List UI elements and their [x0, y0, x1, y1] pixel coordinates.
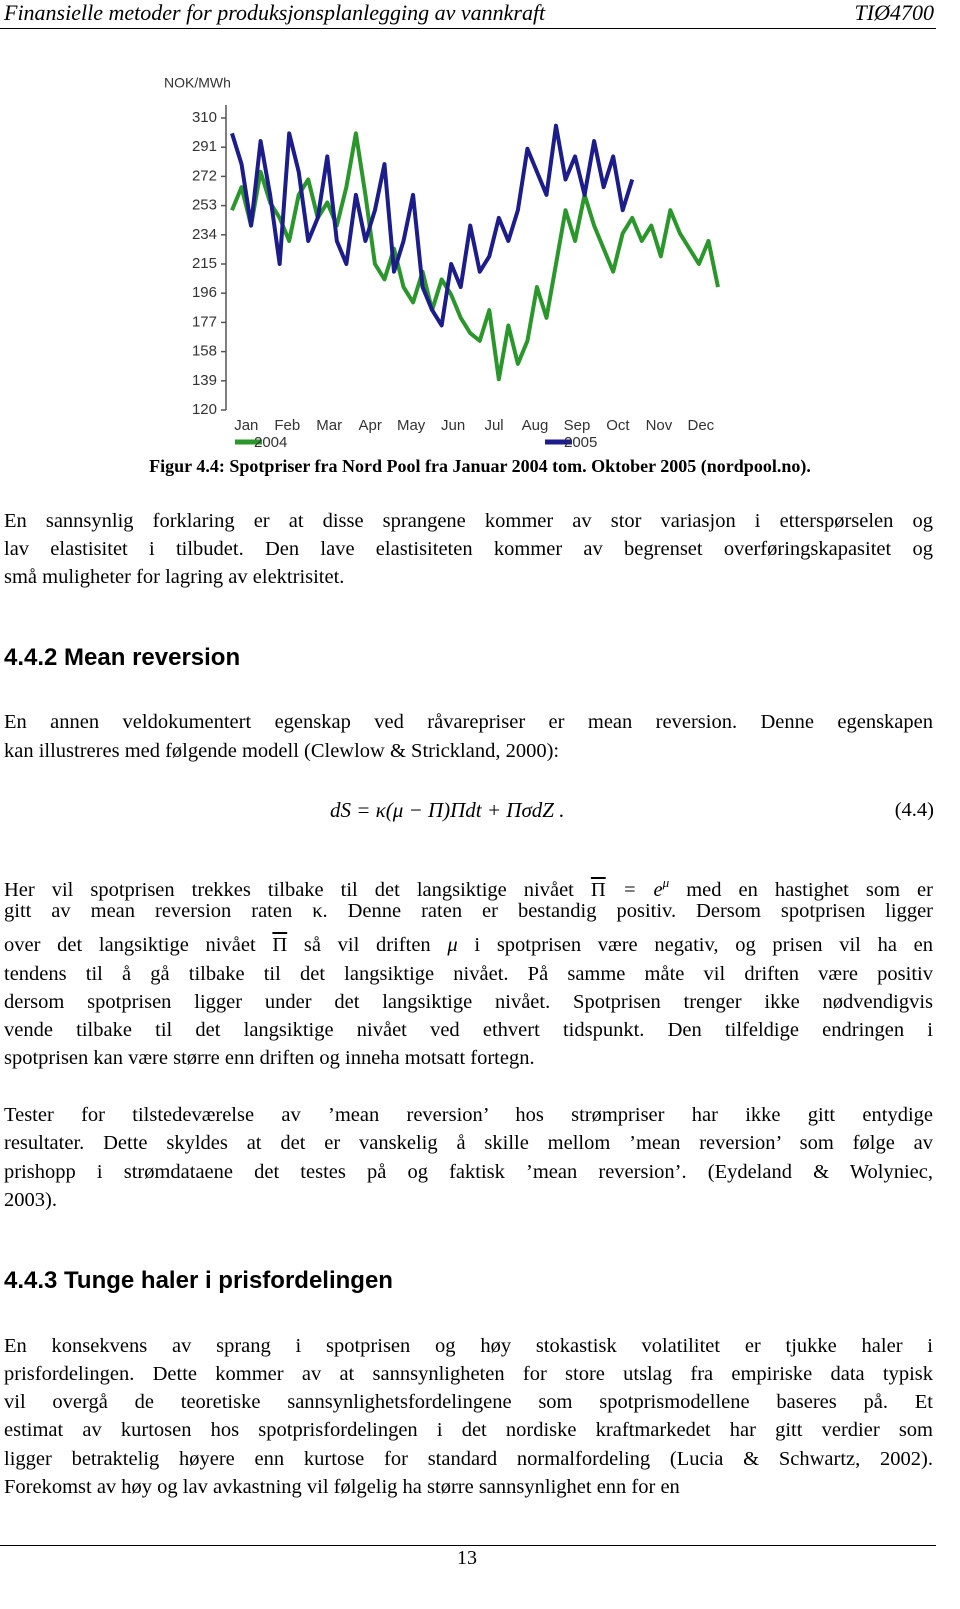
x-tick-label: Jan — [234, 417, 258, 434]
text-line: 2003). — [4, 1189, 57, 1211]
text-line: Her vil spotprisen trekkes tilbake til d… — [4, 871, 933, 902]
text-line: Tester for tilstedeværelse av ’mean reve… — [4, 1104, 933, 1126]
text-line: kan illustreres med følgende modell (Cle… — [4, 740, 560, 762]
text-segment: = e — [605, 879, 663, 901]
text-line: gitt av mean reversion raten κ. Denne ra… — [4, 900, 933, 922]
y-tick-label: 139 — [192, 372, 217, 389]
x-tick-label: Dec — [688, 417, 715, 434]
text-line: vende tilbake til det langsiktige nivået… — [4, 1019, 933, 1041]
text-line: En annen veldokumentert egenskap ved råv… — [4, 711, 933, 733]
section-heading: 4.4.2 Mean reversion — [4, 644, 241, 671]
text-line: resultater. Dette skyldes at det er vans… — [4, 1132, 933, 1154]
text-line: prisfordelingen. Dette kommer av at sann… — [4, 1363, 933, 1385]
text-line: tendens til å gå tilbake til det langsik… — [4, 963, 933, 985]
x-tick-label: Jul — [484, 417, 503, 434]
text-line: ligger betraktelig høyere enn kurtose fo… — [4, 1448, 933, 1470]
text-segment: Π — [590, 879, 606, 901]
text-line: spotprisen kan være større enn driften o… — [4, 1047, 535, 1069]
y-tick-label: 177 — [192, 313, 217, 330]
header-rule — [0, 28, 936, 29]
legend-label: 2005 — [564, 434, 597, 451]
text-segment: Π — [272, 934, 288, 956]
figure-caption: Figur 4.4: Spotpriser fra Nord Pool fra … — [149, 456, 811, 476]
equation-number: (4.4) — [894, 799, 934, 821]
x-tick-label: Nov — [646, 417, 673, 434]
series-line — [230, 123, 635, 328]
y-tick-label: 253 — [192, 197, 217, 214]
text-line: små muligheter for lagring av elektrisit… — [4, 566, 345, 588]
text-line: lav elastisitet i tilbudet. Den lave ela… — [4, 538, 933, 560]
y-tick-label: 310 — [192, 109, 217, 126]
y-axis-title: NOK/MWh — [164, 75, 231, 91]
x-tick-label: Oct — [606, 417, 630, 434]
y-tick-label: 158 — [192, 343, 217, 360]
legend-label: 2004 — [254, 434, 287, 451]
text-line: En konsekvens av sprang i spotprisen og … — [4, 1335, 933, 1357]
text-line: En sannsynlig forklaring er at disse spr… — [4, 510, 933, 532]
footer-rule — [0, 1545, 936, 1546]
text-line: Forekomst av høy og lav avkastning vil f… — [4, 1476, 680, 1498]
text-line: over det langsiktige nivået Π så vil dri… — [4, 933, 933, 957]
y-tick-label: 215 — [192, 255, 217, 272]
x-tick-label: Feb — [274, 417, 300, 434]
text-segment: μ — [662, 875, 670, 890]
text-segment: med en hastighet som er — [669, 879, 933, 901]
text-segment: så vil driften — [287, 934, 448, 956]
y-tick-label: 291 — [192, 138, 217, 155]
running-title: Finansielle metoder for produksjonsplanl… — [4, 0, 546, 25]
y-tick-label: 272 — [192, 167, 217, 184]
chart: NOK/MWh 120 139 158 177 196 215 234 253 272 291 310… — [164, 75, 720, 451]
x-tick-label: Jun — [441, 417, 465, 434]
section-heading: 4.4.3 Tunge haler i prisfordelingen — [4, 1267, 393, 1294]
text-segment: μ — [447, 934, 458, 956]
text-segment: over det langsiktige nivået — [4, 934, 273, 956]
equation: dS = κ(μ − Π)Πdt + ΠσdZ . — [330, 798, 565, 822]
text-line: estimat av kurtosen hos spotprisfordelin… — [4, 1419, 933, 1441]
x-tick-label: Aug — [522, 417, 549, 434]
y-tick-label: 196 — [192, 284, 217, 301]
x-tick-label: Sep — [564, 417, 591, 434]
page-number: 13 — [457, 1547, 477, 1569]
x-tick-label: Mar — [316, 417, 342, 434]
x-tick-label: May — [397, 417, 426, 434]
course-code: TIØ4700 — [854, 0, 934, 25]
text-segment: Her vil spotprisen trekkes tilbake til d… — [4, 879, 591, 901]
y-tick-label: 234 — [192, 226, 217, 243]
y-tick-label: 120 — [192, 401, 217, 418]
text-line: prishopp i strømdataene det testes på og… — [4, 1161, 933, 1183]
x-tick-label: Apr — [359, 417, 382, 434]
text-line: dersom spotprisen ligger under det langs… — [4, 991, 933, 1013]
series-line — [230, 131, 720, 382]
text-line: vil overgå de teoretiske sannsynlighetsf… — [4, 1391, 933, 1413]
text-segment: i spotprisen være negativ, og prisen vil… — [457, 934, 933, 956]
